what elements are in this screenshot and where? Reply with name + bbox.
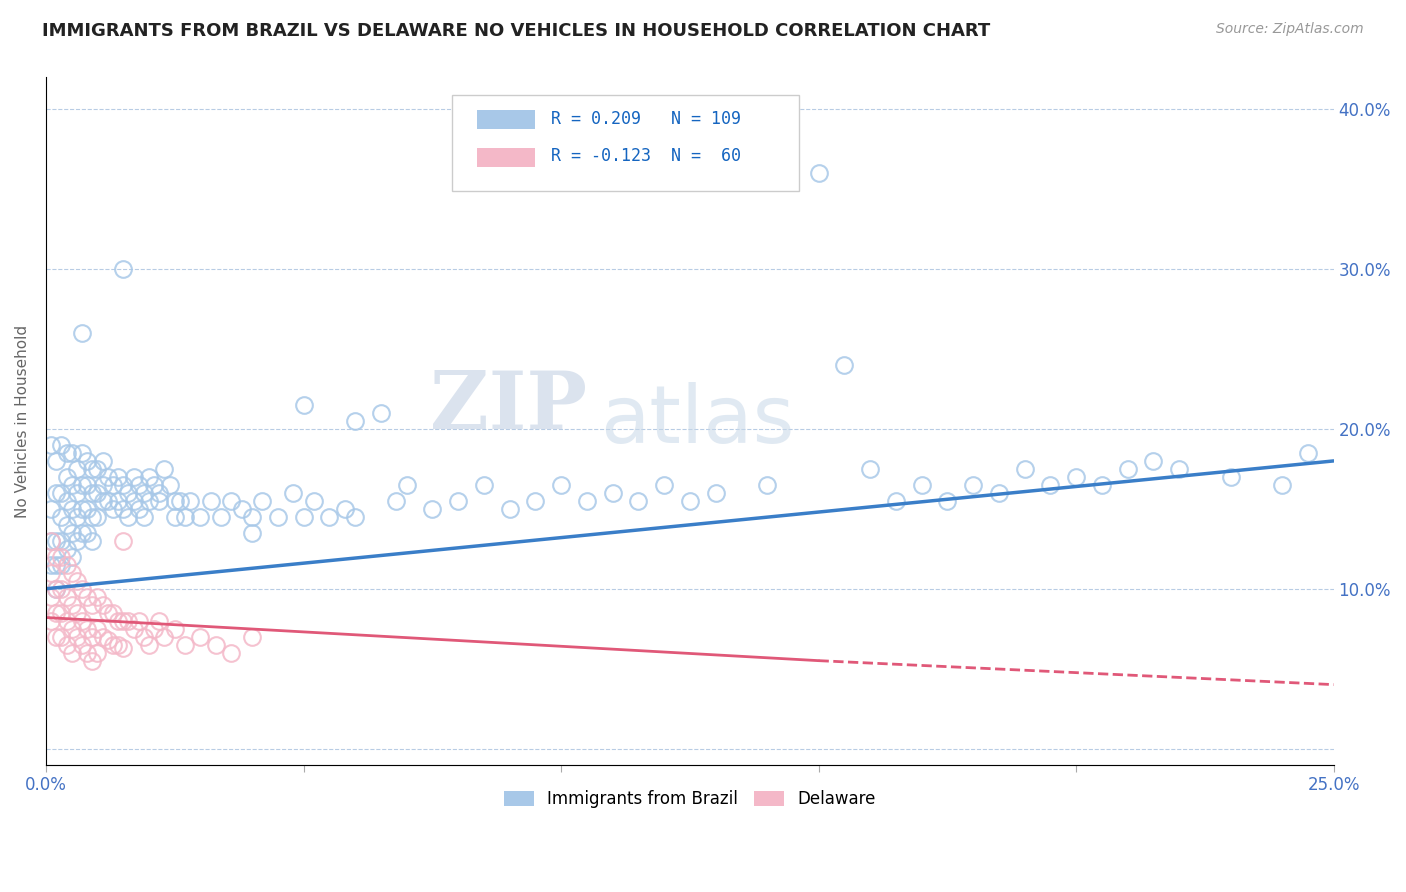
Text: ZIP: ZIP xyxy=(430,368,586,446)
Bar xyxy=(478,110,536,129)
FancyBboxPatch shape xyxy=(451,95,799,191)
Text: Source: ZipAtlas.com: Source: ZipAtlas.com xyxy=(1216,22,1364,37)
Text: R = -0.123  N =  60: R = -0.123 N = 60 xyxy=(551,147,741,165)
Legend: Immigrants from Brazil, Delaware: Immigrants from Brazil, Delaware xyxy=(496,783,883,814)
Bar xyxy=(478,147,536,167)
Text: R = 0.209   N = 109: R = 0.209 N = 109 xyxy=(551,110,741,128)
Y-axis label: No Vehicles in Household: No Vehicles in Household xyxy=(15,325,30,517)
Text: atlas: atlas xyxy=(600,382,794,460)
Text: IMMIGRANTS FROM BRAZIL VS DELAWARE NO VEHICLES IN HOUSEHOLD CORRELATION CHART: IMMIGRANTS FROM BRAZIL VS DELAWARE NO VE… xyxy=(42,22,990,40)
